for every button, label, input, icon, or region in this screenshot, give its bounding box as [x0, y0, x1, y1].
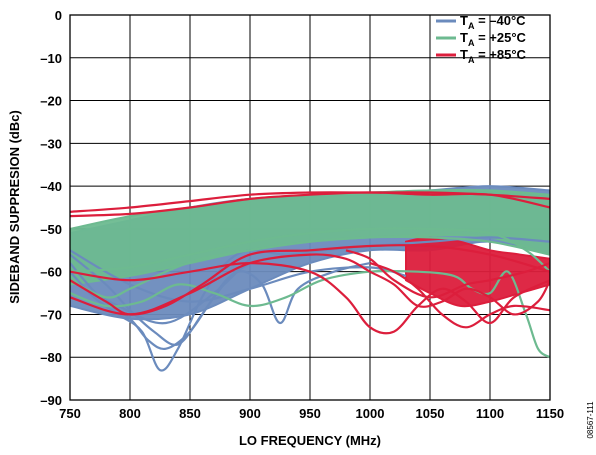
series-line-25-c	[70, 227, 550, 273]
y-tick-label: –70	[40, 307, 62, 322]
series-line-40-c	[70, 253, 251, 346]
legend-label: TA = –40°C	[460, 13, 526, 31]
series-line-40-c	[70, 236, 550, 372]
y-axis-title: SIDEBAND SUPPRESION (dBc)	[7, 110, 22, 304]
series-line-85-c	[70, 191, 550, 218]
x-tick-label: 1100	[476, 406, 504, 421]
series-line-85-c	[345, 249, 550, 299]
series-line-85-c	[369, 262, 550, 329]
tick-labels: 750 800 850 900 950 1000 1050 1100 1150 0 –10 –20 –3…	[40, 8, 564, 421]
x-tick-label: 1000	[356, 406, 385, 421]
series-line-25-c	[70, 235, 550, 299]
y-tick-label: 0	[55, 8, 62, 23]
y-tick-label: –50	[40, 222, 62, 237]
y-tick-label: –10	[40, 51, 62, 66]
x-axis-title: LO FREQUENCY (MHz)	[239, 433, 381, 448]
data-layer	[70, 185, 550, 372]
series-line-85-c	[70, 253, 550, 316]
x-tick-label: 750	[59, 406, 81, 421]
y-tick-label: –30	[40, 136, 62, 151]
x-tick-label: 1150	[536, 406, 564, 421]
series-line-85-c	[70, 262, 550, 335]
legend-label: TA = +85°C	[460, 47, 527, 65]
x-tick-label: 950	[299, 406, 321, 421]
figure-id: 08567-111	[586, 401, 595, 439]
y-tick-label: –20	[40, 94, 62, 109]
x-tick-label: 800	[119, 406, 141, 421]
y-tick-label: –90	[40, 393, 62, 408]
x-tick-label: 1050	[416, 406, 445, 421]
x-tick-label: 850	[179, 406, 201, 421]
series-line-85-c	[70, 244, 550, 316]
legend: TA = –40°CTA = +25°CTA = +85°C	[436, 13, 527, 65]
y-tick-label: –60	[40, 265, 62, 280]
plot-frame	[69, 14, 551, 401]
y-tick-label: –80	[40, 350, 62, 365]
series-line-40-c	[70, 258, 251, 325]
series-line-40-c	[70, 249, 407, 303]
legend-label: TA = +25°C	[460, 30, 527, 48]
y-tick-label: –40	[40, 179, 62, 194]
x-tick-label: 900	[239, 406, 261, 421]
